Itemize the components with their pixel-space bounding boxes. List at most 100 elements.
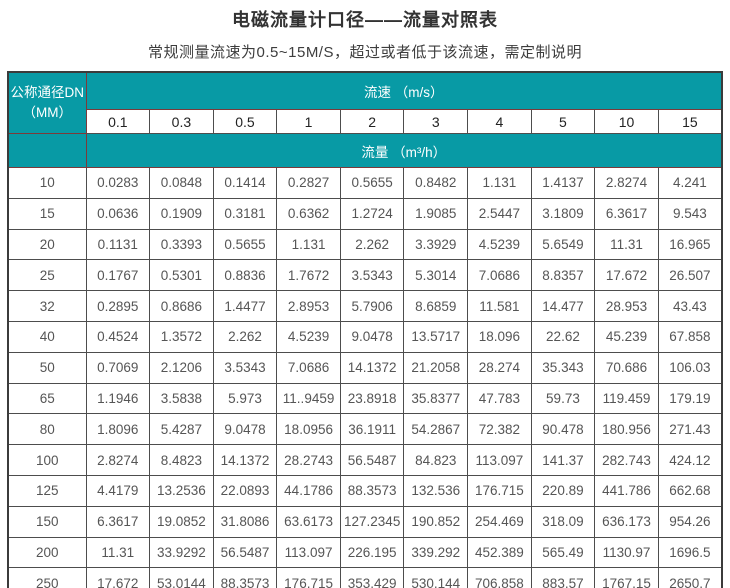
velocity-header-cell: 1 (276, 109, 341, 134)
flow-value-cell: 0.1909 (149, 197, 214, 230)
flow-value-cell: 0.3393 (149, 228, 214, 261)
flow-value-cell: 18.0956 (276, 413, 341, 446)
table-row: 20 0.1131 0.3393 0.5655 1.131 2.262 3.3929 4.52… (7, 228, 723, 261)
velocity-header-cell: 10 (594, 109, 659, 134)
flow-value-cell: 706.858 (467, 567, 532, 588)
dn-cell: 65 (7, 382, 87, 415)
flow-value-cell: 0.3181 (212, 197, 278, 230)
flow-value-cell: 0.5655 (339, 167, 405, 199)
flow-value-cell: 21.2058 (403, 351, 469, 384)
flow-value-cell: 5.3014 (403, 259, 469, 292)
flow-value-cell: 59.73 (530, 382, 596, 415)
flow-value-cell: 452.389 (467, 536, 532, 569)
flow-value-cell: 0.1414 (212, 167, 278, 199)
flow-value-cell: 636.173 (594, 505, 659, 538)
flow-value-cell: 6.3617 (85, 505, 151, 538)
flow-value-cell: 8.6859 (403, 290, 469, 322)
flow-header-spacer-cell (7, 133, 87, 168)
flow-value-cell: 176.715 (467, 474, 532, 507)
dn-cell: 150 (7, 505, 87, 538)
flow-value-cell: 1767.15 (594, 567, 659, 588)
table-row: 65 1.1946 3.5838 5.973 11..9459 23.8918 35.837… (7, 382, 723, 415)
flow-value-cell: 22.0893 (212, 474, 278, 507)
velocity-header-row: 公称通径DN （MM） 流速 （m/s） (7, 71, 723, 134)
flow-value-cell: 353.429 (339, 567, 405, 588)
flow-value-cell: 54.2867 (403, 413, 469, 446)
flow-value-cell: 72.382 (467, 413, 532, 446)
flow-value-cell: 190.852 (403, 505, 469, 538)
flow-group-header: 流量 （m³/h） (85, 133, 723, 168)
flow-value-cell: 662.68 (657, 474, 723, 507)
flow-value-cell: 0.4524 (85, 320, 151, 353)
flow-value-cell: 4.5239 (467, 228, 532, 261)
table-header: 公称通径DN （MM） 流速 （m/s） 0.1 0.3 0.5 1 2 3 4 5 10 15 流… (7, 71, 723, 168)
flow-value-cell: 6.3617 (594, 197, 659, 230)
flow-value-cell: 180.956 (594, 413, 659, 446)
flow-value-cell: 63.6173 (276, 505, 341, 538)
flow-value-cell: 1.2724 (339, 197, 405, 230)
flow-value-cell: 5.6549 (530, 228, 596, 261)
flow-value-cell: 8.4823 (149, 444, 214, 476)
dn-cell: 25 (7, 259, 87, 292)
flow-value-cell: 1.1946 (85, 382, 151, 415)
corner-header-line1: 公称通径DN (10, 85, 85, 101)
flow-value-cell: 424.12 (657, 444, 723, 476)
flow-value-cell: 1.9085 (403, 197, 469, 230)
table-row: 150 6.3617 19.0852 31.8086 63.6173 127.2345 19… (7, 505, 723, 538)
flow-value-cell: 0.0636 (85, 197, 151, 230)
flow-value-cell: 2650.7 (657, 567, 723, 588)
flow-value-cell: 3.5838 (149, 382, 214, 415)
flow-header-row: 流量 （m³/h） (7, 133, 723, 168)
flow-value-cell: 179.19 (657, 382, 723, 415)
flow-value-cell: 14.1372 (212, 444, 278, 476)
flow-value-cell: 90.478 (530, 413, 596, 446)
flow-value-cell: 56.5487 (212, 536, 278, 569)
flow-value-cell: 23.8918 (339, 382, 405, 415)
flow-value-cell: 113.097 (276, 536, 341, 569)
velocity-header-cell: 0.5 (212, 109, 278, 134)
flow-value-cell: 7.0686 (276, 351, 341, 384)
flow-value-cell: 220.89 (530, 474, 596, 507)
dn-cell: 50 (7, 351, 87, 384)
velocity-header-cell: 3 (403, 109, 469, 134)
flow-value-cell: 127.2345 (339, 505, 405, 538)
flow-value-cell: 35.8377 (403, 382, 469, 415)
flow-value-cell: 11..9459 (276, 382, 341, 415)
flow-value-cell: 565.49 (530, 536, 596, 569)
flow-value-cell: 441.786 (594, 474, 659, 507)
dn-cell: 15 (7, 197, 87, 230)
table-row: 250 17.672 53.0144 88.3573 176.715 353.429 530… (7, 567, 723, 588)
flow-value-cell: 14.1372 (339, 351, 405, 384)
page-title: 电磁流量计口径——流量对照表 (232, 10, 498, 30)
flow-value-cell: 36.1911 (339, 413, 405, 446)
page-subtitle: 常规测量流速为0.5~15M/S，超过或者低于该流速，需定制说明 (148, 44, 582, 61)
flow-value-cell: 9.0478 (339, 320, 405, 353)
flow-value-cell: 0.8482 (403, 167, 469, 199)
flow-value-cell: 0.6362 (276, 197, 341, 230)
flow-value-cell: 11.581 (467, 290, 532, 322)
flow-value-cell: 8.8357 (530, 259, 596, 292)
flow-value-cell: 4.241 (657, 167, 723, 199)
flow-value-cell: 45.239 (594, 320, 659, 353)
flow-value-cell: 113.097 (467, 444, 532, 476)
flow-value-cell: 132.536 (403, 474, 469, 507)
flow-value-cell: 3.5343 (212, 351, 278, 384)
flow-value-cell: 28.953 (594, 290, 659, 322)
table-row: 200 11.31 33.9292 56.5487 113.097 226.195 339.… (7, 536, 723, 569)
flow-value-cell: 18.096 (467, 320, 532, 353)
flow-value-cell: 339.292 (403, 536, 469, 569)
dn-cell: 10 (7, 167, 87, 199)
dn-cell: 20 (7, 228, 87, 261)
flow-value-cell: 119.459 (594, 382, 659, 415)
table-row: 32 0.2895 0.8686 1.4477 2.8953 5.7906 8.6859 11… (7, 290, 723, 322)
table-row: 15 0.0636 0.1909 0.3181 0.6362 1.2724 1.9085 2.… (7, 197, 723, 230)
flow-value-cell: 0.1131 (85, 228, 151, 261)
velocity-header-cell: 2 (339, 109, 405, 134)
velocity-values-row: 0.1 0.3 0.5 1 2 3 4 5 10 15 (8, 109, 723, 134)
flow-value-cell: 1130.97 (594, 536, 659, 569)
flow-value-cell: 1696.5 (657, 536, 723, 569)
flow-value-cell: 11.31 (85, 536, 151, 569)
flow-value-cell: 13.5717 (403, 320, 469, 353)
flow-value-cell: 1.7672 (276, 259, 341, 292)
flow-value-cell: 2.8274 (85, 444, 151, 476)
